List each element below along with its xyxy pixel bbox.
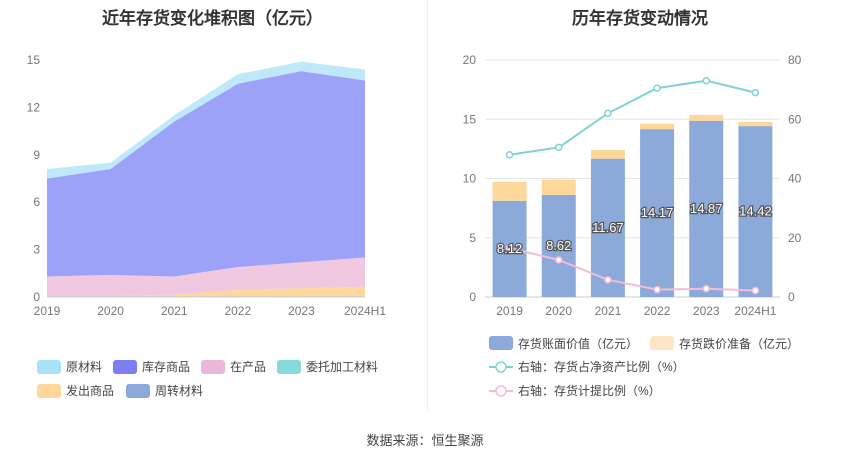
bar-provision (689, 114, 724, 121)
legend-marker (495, 385, 507, 397)
legend-swatch (650, 336, 674, 350)
legend-label: 发出商品 (66, 383, 114, 398)
x-tick-label: 2022 (224, 304, 251, 318)
y2-tick-label: 60 (788, 112, 802, 126)
legend-label: 原材料 (66, 360, 102, 374)
legend-swatch (37, 384, 61, 398)
area-series-5 (47, 61, 365, 179)
legend-label: 存货跌价准备（亿元） (679, 336, 799, 351)
x-tick-label: 2024H1 (734, 304, 776, 318)
y-tick-label: 9 (33, 148, 40, 162)
bar-book-value (541, 194, 576, 297)
legend-label: 委托加工材料 (306, 360, 378, 374)
x-tick-label: 2020 (545, 304, 572, 318)
y2-tick-label: 80 (788, 53, 802, 67)
legend-swatch (277, 360, 301, 374)
bar-provision (492, 181, 527, 201)
line-point (702, 284, 710, 293)
legend-label: 周转材料 (155, 383, 203, 398)
area-series-1 (47, 286, 365, 297)
bar-provision (590, 149, 625, 159)
line-point (555, 143, 563, 152)
legend-marker (495, 361, 507, 373)
y-tick-label: 15 (27, 53, 41, 67)
line-series-2 (509, 79, 756, 156)
line-point (751, 286, 760, 295)
bar-data-label: 8.12 (497, 241, 522, 256)
legend-label: 右轴：存货计提比例（%） (518, 383, 661, 398)
bar-book-value (738, 126, 773, 297)
legend-label: 右轴：存货占净资产比例（%） (518, 359, 685, 374)
line-point (751, 88, 760, 97)
legend-swatch (113, 360, 137, 374)
legend-swatch (201, 360, 225, 374)
data-source-note: 数据来源：恒生聚源 (366, 433, 484, 448)
bar-provision (738, 121, 773, 127)
x-tick-label: 2019 (496, 304, 523, 318)
line-point (555, 256, 563, 264)
chart-title-left: 近年存货变化堆积图（亿元） (102, 9, 323, 28)
bar-book-value (590, 158, 625, 297)
legend-label: 存货账面价值（亿元） (518, 336, 638, 351)
bar-data-label: 14.17 (641, 205, 674, 220)
y2-tick-label: 20 (788, 231, 802, 245)
x-tick-label: 2022 (644, 304, 671, 318)
y2-tick-label: 0 (788, 290, 795, 304)
line-point (653, 285, 661, 294)
y-tick-label: 6 (33, 195, 40, 209)
x-tick-label: 2021 (595, 304, 622, 318)
bar-book-value (640, 129, 675, 297)
line-point (505, 151, 514, 159)
line-point (653, 84, 661, 92)
bar-data-label: 11.67 (592, 220, 624, 235)
bar-data-label: 14.42 (739, 204, 772, 219)
chart-title-right: 历年存货变动情况 (572, 9, 708, 28)
x-tick-label: 2023 (693, 304, 720, 318)
line-point (505, 244, 514, 252)
y-tick-label: 3 (33, 243, 40, 257)
x-tick-label: 2021 (161, 304, 188, 318)
legend-swatch (37, 360, 61, 374)
legend-swatch (126, 384, 150, 398)
y-tick-label: 12 (27, 100, 41, 114)
bar-line-chart: 0 5 10 15 20 0 20 40 60 80 8.12 8.62 11.67 14.17 14.87… (463, 53, 802, 398)
line-series-3 (509, 247, 756, 292)
x-tick-label: 2024H1 (344, 304, 386, 318)
x-tick-label: 2020 (97, 304, 124, 318)
y-tick-label: 15 (463, 112, 477, 126)
stacked-area-chart: 0 3 6 9 12 15 2019 2020 2021 2022 2023 2024H1 原材料 库存商… (27, 53, 386, 398)
legend-label: 库存商品 (142, 359, 190, 374)
y-tick-label: 0 (33, 290, 40, 304)
area-series-4 (47, 71, 365, 277)
x-tick-label: 2023 (288, 304, 315, 318)
legend-label: 在产品 (230, 360, 266, 374)
y2-tick-label: 40 (788, 172, 802, 186)
bar-provision (640, 123, 675, 130)
bar-data-label: 14.87 (690, 201, 723, 216)
panel-divider (427, 0, 428, 410)
y-tick-label: 5 (469, 231, 476, 245)
y-tick-label: 10 (463, 172, 477, 186)
line-point (702, 76, 710, 85)
area-series-3 (47, 257, 365, 297)
legend-swatch (489, 336, 513, 350)
bar-data-label: 8.62 (546, 238, 571, 253)
line-point (604, 276, 612, 284)
bar-book-value (689, 120, 724, 297)
y-tick-label: 0 (469, 290, 476, 304)
x-tick-label: 2019 (34, 304, 61, 318)
line-point (604, 109, 612, 118)
bar-provision (541, 179, 576, 195)
y-tick-label: 20 (463, 53, 477, 67)
